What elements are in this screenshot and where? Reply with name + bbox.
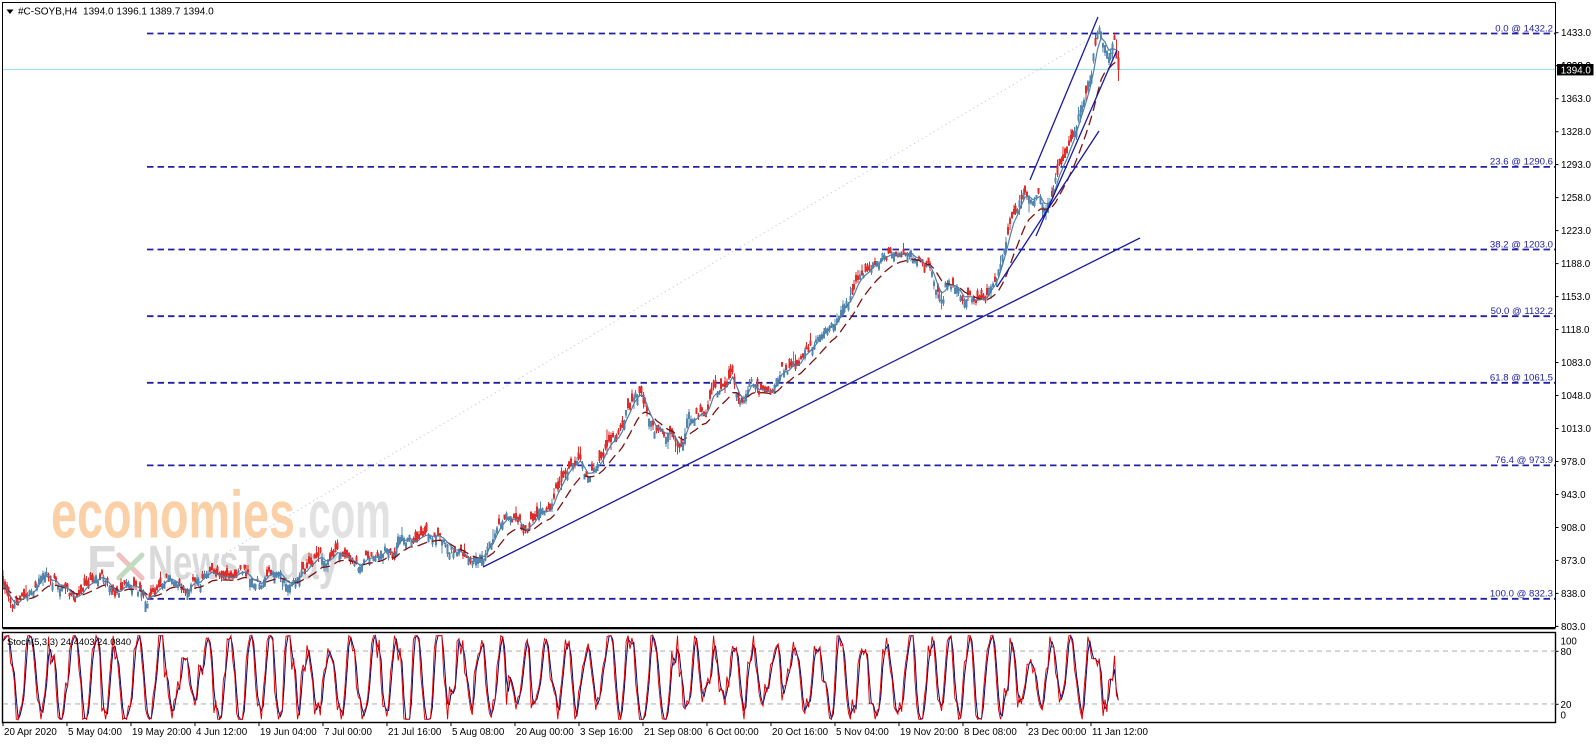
svg-text:100.0 @ 832.3: 100.0 @ 832.3 (1490, 589, 1553, 600)
svg-text:1188.0: 1188.0 (1561, 259, 1591, 270)
svg-text:economies: economies (51, 478, 295, 553)
svg-text:978.0: 978.0 (1561, 457, 1586, 468)
svg-text:19 Jun 04:00: 19 Jun 04:00 (260, 727, 317, 738)
svg-text:20: 20 (1561, 700, 1572, 711)
svg-text:23 Dec 00:00: 23 Dec 00:00 (1028, 727, 1087, 738)
svg-text:80: 80 (1561, 647, 1572, 658)
svg-text:1048.0: 1048.0 (1561, 391, 1592, 402)
svg-text:20 Aug 00:00: 20 Aug 00:00 (516, 727, 574, 738)
svg-text:1223.0: 1223.0 (1561, 226, 1592, 237)
svg-text:19 Nov 20:00: 19 Nov 20:00 (900, 727, 959, 738)
svg-text:1153.0: 1153.0 (1561, 292, 1591, 303)
svg-text:1394.0: 1394.0 (1561, 65, 1592, 76)
svg-text:23.6 @ 1290.6: 23.6 @ 1290.6 (1490, 157, 1553, 168)
svg-text:38.2 @ 1203.0: 38.2 @ 1203.0 (1490, 239, 1553, 250)
svg-text:61.8 @ 1061.5: 61.8 @ 1061.5 (1490, 373, 1553, 384)
svg-text:943.0: 943.0 (1561, 490, 1586, 501)
svg-text:1363.0: 1363.0 (1561, 94, 1592, 105)
svg-text:838.0: 838.0 (1561, 589, 1586, 600)
svg-text:3 Sep 16:00: 3 Sep 16:00 (580, 727, 633, 738)
svg-text:21 Jul 16:00: 21 Jul 16:00 (388, 727, 442, 738)
svg-text:19 May 20:00: 19 May 20:00 (132, 727, 192, 738)
svg-text:100: 100 (1561, 637, 1578, 648)
svg-text:908.0: 908.0 (1561, 523, 1586, 534)
svg-text:0: 0 (1561, 711, 1567, 722)
svg-text:0.0 @ 1432.2: 0.0 @ 1432.2 (1495, 23, 1553, 34)
svg-text:1293.0: 1293.0 (1561, 160, 1592, 171)
svg-text:5 May 04:00: 5 May 04:00 (68, 727, 122, 738)
svg-text:1118.0: 1118.0 (1561, 325, 1590, 336)
svg-text:6 Oct 00:00: 6 Oct 00:00 (708, 727, 759, 738)
svg-text:5 Nov 04:00: 5 Nov 04:00 (836, 727, 889, 738)
svg-text:76.4 @ 973.9: 76.4 @ 973.9 (1495, 455, 1553, 466)
svg-text:803.0: 803.0 (1561, 622, 1586, 633)
svg-text:50.0 @ 1132.2: 50.0 @ 1132.2 (1491, 306, 1553, 317)
svg-text:5 Aug 08:00: 5 Aug 08:00 (452, 727, 505, 738)
svg-text:11 Jan 12:00: 11 Jan 12:00 (1092, 727, 1148, 738)
svg-text:8 Dec 08:00: 8 Dec 08:00 (964, 727, 1017, 738)
svg-text:.com: .com (297, 478, 391, 553)
svg-text:Stoch(5,3,3) 24.4403 24.0840: Stoch(5,3,3) 24.4403 24.0840 (7, 636, 131, 647)
svg-text:1328.0: 1328.0 (1561, 127, 1592, 138)
svg-text:20 Oct 16:00: 20 Oct 16:00 (772, 727, 829, 738)
svg-text:21 Sep 08:00: 21 Sep 08:00 (644, 727, 703, 738)
svg-text:1258.0: 1258.0 (1561, 193, 1592, 204)
svg-text:1433.0: 1433.0 (1561, 28, 1592, 39)
svg-text:1083.0: 1083.0 (1561, 358, 1592, 369)
svg-text:1013.0: 1013.0 (1561, 424, 1592, 435)
svg-text:20 Apr 2020: 20 Apr 2020 (4, 727, 57, 738)
svg-text:#C-SOYB,H4 1394.0 1396.1 1389: #C-SOYB,H4 1394.0 1396.1 1389.7 1394.0 (18, 7, 214, 18)
svg-text:4 Jun 12:00: 4 Jun 12:00 (196, 727, 248, 738)
svg-text:873.0: 873.0 (1561, 556, 1586, 567)
svg-text:7 Jul 00:00: 7 Jul 00:00 (324, 727, 372, 738)
